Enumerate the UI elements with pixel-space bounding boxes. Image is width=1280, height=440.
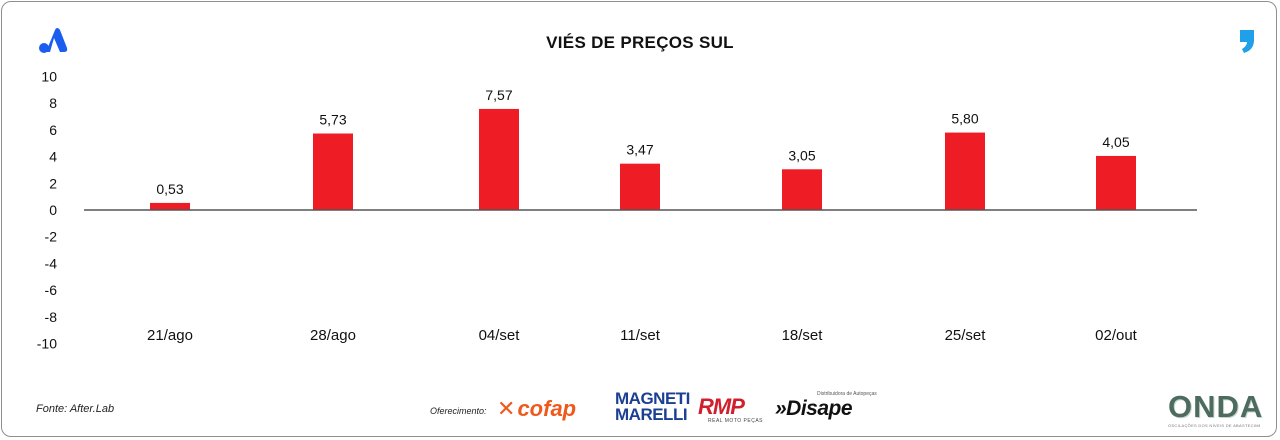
source-note: Fonte: After.Lab (36, 403, 115, 415)
x-category-label: 18/set (782, 327, 824, 344)
x-category-label: 28/ago (310, 327, 356, 344)
onda-logo-tagline: OSCILAÇÕES DOS NÍVEIS DE ABASTECIMENTO E… (1168, 423, 1260, 428)
quote-comma-icon (1240, 30, 1254, 53)
rmp-logo-tagline: REAL MOTO PEÇAS (708, 418, 764, 424)
rmp-logo: RMP (698, 394, 745, 419)
bar (479, 108, 519, 210)
bar-value-label: 7,57 (485, 87, 512, 103)
bar (620, 163, 660, 210)
onda-logo: ONDA (1168, 389, 1264, 424)
x-category-label: 11/set (620, 327, 661, 344)
bar (945, 132, 985, 210)
y-tick-label: -4 (45, 255, 58, 271)
disape-logo: »Disape (775, 397, 853, 420)
y-tick-label: 10 (41, 69, 57, 85)
brand-a-icon (39, 28, 68, 53)
y-tick-label: 2 (49, 175, 57, 191)
x-category-label: 02/out (1095, 327, 1138, 344)
bar (782, 169, 822, 210)
y-tick-label: 0 (49, 202, 57, 218)
x-category-label: 25/set (945, 327, 987, 344)
magneti-marelli-logo: MAGNETI MARELLI (615, 389, 690, 424)
y-tick-label: -2 (45, 229, 58, 245)
bar (313, 133, 353, 210)
bar-value-label: 4,05 (1102, 134, 1129, 150)
sponsored-by-label: Oferecimento: (430, 406, 487, 416)
x-category-label: 04/set (479, 327, 521, 344)
bar (1096, 155, 1136, 210)
bar-value-label: 5,73 (319, 112, 346, 128)
bar-value-label: 5,80 (951, 111, 978, 127)
chart-title: VIÉS DE PREÇOS SUL (546, 33, 734, 52)
bar (150, 202, 190, 210)
cofap-logo: ✕cofap (497, 396, 577, 421)
y-tick-label: 4 (49, 149, 57, 165)
disape-logo-tagline: Distribuidora de Autopeças (817, 391, 877, 397)
y-tick-label: 8 (49, 95, 57, 111)
y-tick-label: -6 (45, 282, 58, 298)
y-tick-label: -10 (37, 336, 57, 352)
x-category-label: 21/ago (147, 327, 193, 344)
y-tick-label: -8 (45, 309, 58, 325)
y-tick-label: 6 (49, 122, 57, 138)
bar-value-label: 3,05 (788, 147, 815, 163)
bar-value-label: 0,53 (156, 181, 183, 197)
bar-value-label: 3,47 (626, 142, 653, 158)
